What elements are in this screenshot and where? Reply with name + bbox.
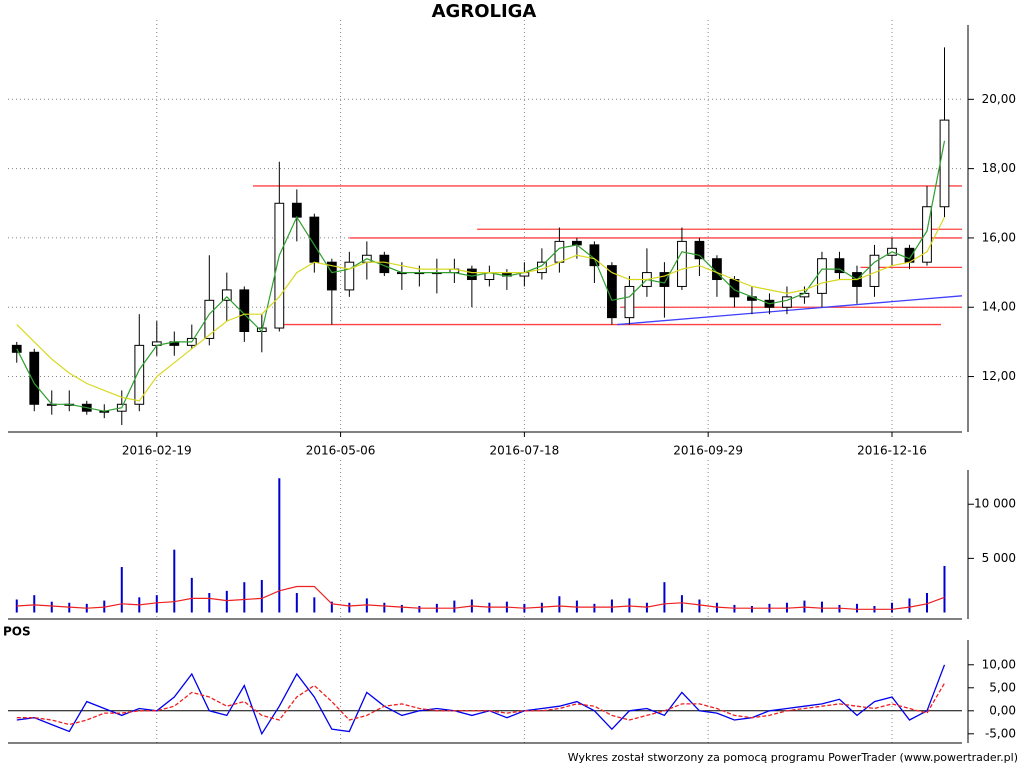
volume-bar (33, 595, 36, 613)
volume-bar (50, 601, 53, 613)
x-tick-label: 2016-02-19 (122, 444, 192, 458)
candle-body (922, 206, 932, 263)
volume-bar (418, 606, 421, 613)
moving-average (16, 140, 946, 412)
y-tick-label: 10,00 (982, 657, 1016, 671)
candle-body (729, 279, 740, 298)
volume-bar (558, 596, 561, 613)
footer: Wykres został stworzony za pomocą progra… (568, 751, 1018, 764)
candle-body (834, 258, 845, 274)
candle-body (221, 289, 232, 301)
volume-bar (680, 595, 683, 613)
y-tick-label: 5,00 (989, 680, 1016, 694)
volume-bar (610, 599, 613, 613)
volume-bar (225, 590, 228, 613)
candle-body (134, 344, 145, 405)
volume-bar (855, 603, 858, 613)
volume-bar (400, 604, 403, 613)
candle-body (939, 119, 950, 208)
y-tick-label: 12,00 (982, 369, 1016, 383)
y-tick-label: 0,00 (989, 703, 1016, 717)
volume-bar (120, 567, 123, 613)
y-tick-label: 20,00 (982, 92, 1016, 106)
volume-bar (750, 606, 753, 613)
chart-title: AGROLIGA (432, 1, 537, 22)
volume-bar (190, 577, 193, 613)
volume-bar (593, 603, 596, 613)
candle-body (624, 285, 635, 319)
volume-bar (15, 599, 18, 613)
volume-bar (155, 595, 158, 613)
candle-body (239, 289, 250, 332)
candle-body (291, 202, 302, 218)
volume-bar (453, 600, 456, 613)
volume-bar (278, 478, 281, 613)
y-tick-label: 18,00 (982, 161, 1016, 175)
x-tick-label: 2016-09-29 (673, 444, 743, 458)
volume-bar (330, 601, 333, 613)
x-tick-label: 2016-05-06 (306, 444, 376, 458)
candle-body (274, 202, 285, 329)
volume-bar (243, 582, 246, 613)
x-tick-label: 2016-07-18 (490, 444, 560, 458)
y-tick-label: 14,00 (982, 300, 1016, 314)
indicator-line (16, 664, 946, 736)
candle-body (29, 351, 40, 405)
volume-bar (925, 593, 928, 613)
indicator-line (16, 682, 946, 726)
y-tick-label: 16,00 (982, 230, 1016, 244)
volume-bar (383, 602, 386, 613)
volume-bar (698, 599, 701, 613)
volume-bar (173, 549, 176, 613)
volume-bar (943, 565, 946, 613)
panel-title: POS (3, 625, 31, 639)
y-tick-label: 10 000 (974, 497, 1016, 511)
candle-body (589, 244, 600, 267)
level-line (617, 295, 963, 326)
volume-average (16, 585, 945, 610)
candle-body (607, 265, 617, 319)
candle-body (326, 261, 337, 291)
volume-bar (663, 582, 666, 613)
x-tick-label: 2016-12-16 (857, 444, 927, 458)
candle-body (817, 258, 827, 294)
volume-bar (348, 602, 351, 613)
volume-bar (908, 598, 911, 613)
candle-body (782, 296, 792, 308)
volume-bar (260, 580, 263, 613)
candle-body (466, 268, 477, 281)
y-tick-label: 5 000 (982, 551, 1016, 565)
volume-bar (820, 601, 823, 613)
candle-body (344, 261, 355, 291)
volume-bar (890, 602, 893, 613)
volume-bar (313, 597, 316, 613)
volume-bar (208, 593, 211, 613)
candle-body (694, 240, 705, 260)
y-tick-label: -5,00 (985, 726, 1016, 740)
candle-body (677, 240, 687, 287)
volume-bar (295, 593, 298, 613)
moving-average (16, 216, 946, 402)
candle-body (204, 299, 215, 339)
candle-body (659, 272, 670, 287)
